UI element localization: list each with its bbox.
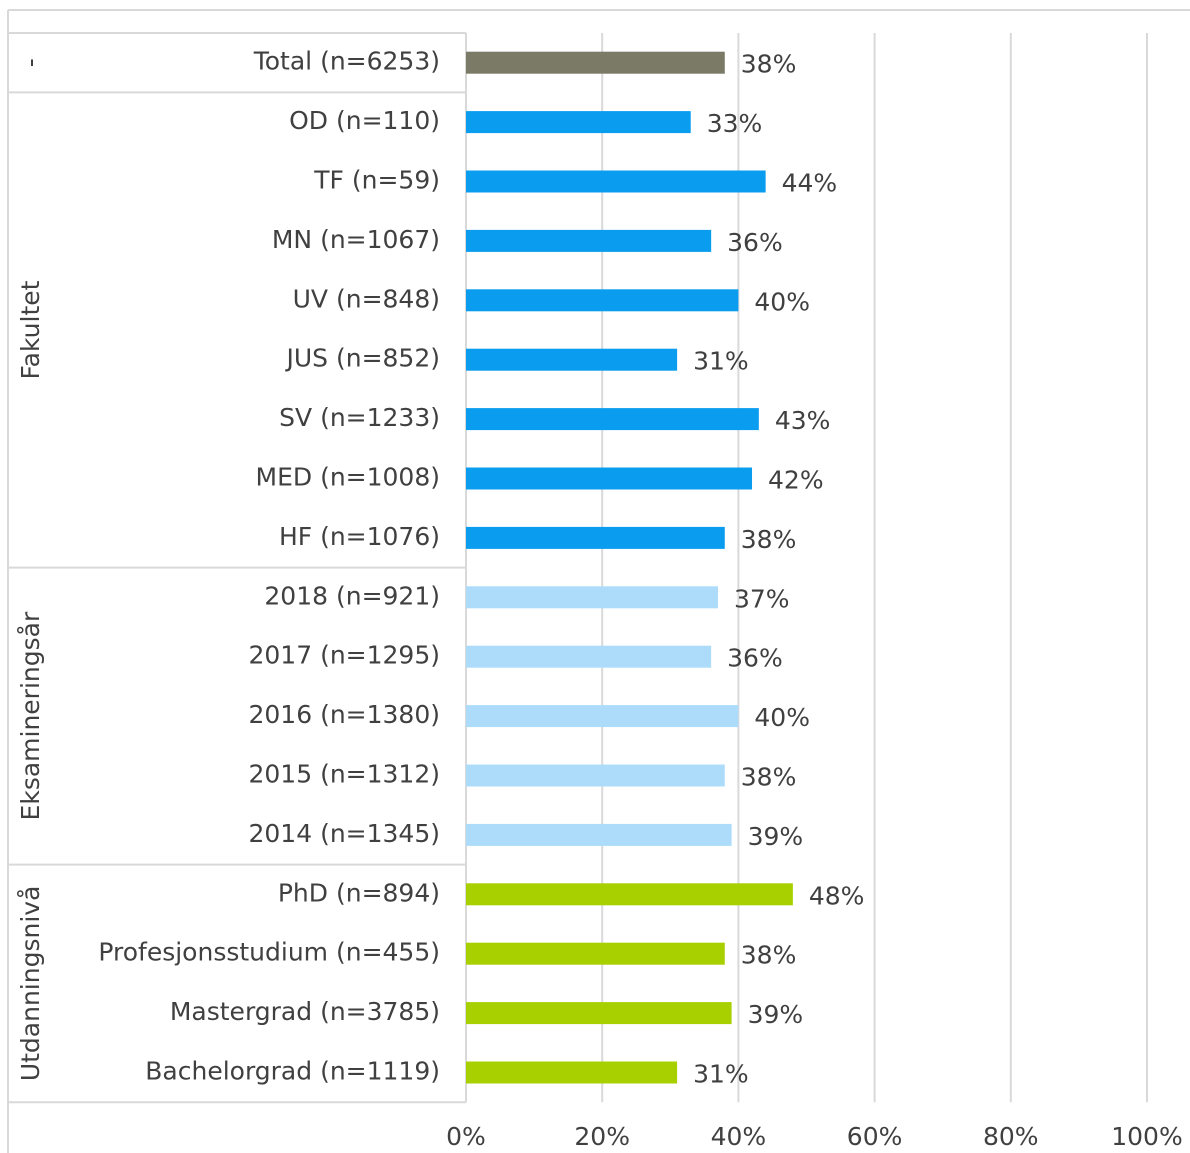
bar bbox=[466, 645, 712, 668]
bar bbox=[466, 1061, 678, 1084]
data-label: 44% bbox=[782, 169, 838, 198]
bar bbox=[466, 764, 725, 787]
data-label: 39% bbox=[748, 1000, 804, 1029]
data-label: 40% bbox=[754, 287, 810, 316]
y-tick-label: 2018 (n=921) bbox=[264, 581, 440, 610]
data-label: 38% bbox=[741, 525, 797, 554]
data-label: 42% bbox=[768, 466, 824, 495]
group-label: Fakultet bbox=[16, 280, 45, 379]
data-label: 40% bbox=[754, 703, 810, 732]
data-label: 36% bbox=[727, 228, 783, 257]
data-label: 38% bbox=[741, 941, 797, 970]
y-tick-label: UV (n=848) bbox=[293, 284, 440, 313]
data-label: 37% bbox=[734, 584, 790, 613]
y-tick-label: 2015 (n=1312) bbox=[249, 760, 441, 789]
bar bbox=[466, 111, 691, 134]
bar bbox=[466, 229, 712, 252]
group-label: - bbox=[16, 58, 45, 67]
bar bbox=[466, 289, 739, 312]
y-tick-label: TF (n=59) bbox=[313, 166, 440, 195]
x-tick-label: 20% bbox=[574, 1122, 630, 1151]
group-label: Utdanningsnivå bbox=[16, 886, 45, 1082]
y-tick-label: HF (n=1076) bbox=[279, 522, 440, 551]
x-tick-label: 0% bbox=[446, 1122, 486, 1151]
y-tick-label: Mastergrad (n=3785) bbox=[170, 997, 440, 1026]
data-label: 43% bbox=[775, 406, 831, 435]
x-tick-label: 80% bbox=[983, 1122, 1039, 1151]
bar bbox=[466, 348, 678, 371]
y-tick-label: 2014 (n=1345) bbox=[249, 819, 441, 848]
data-label: 36% bbox=[727, 644, 783, 673]
x-tick-label: 40% bbox=[711, 1122, 767, 1151]
y-tick-label: MED (n=1008) bbox=[256, 463, 441, 492]
bar bbox=[466, 586, 718, 609]
y-tick-label: Profesjonsstudium (n=455) bbox=[98, 938, 440, 967]
data-label: 33% bbox=[707, 109, 763, 138]
y-tick-label: 2016 (n=1380) bbox=[249, 700, 441, 729]
x-tick-label: 60% bbox=[847, 1122, 903, 1151]
x-tick-label: 100% bbox=[1111, 1122, 1182, 1151]
bar bbox=[466, 408, 759, 431]
bar bbox=[466, 883, 793, 906]
y-tick-label: 2017 (n=1295) bbox=[249, 641, 441, 670]
y-tick-label: SV (n=1233) bbox=[279, 403, 440, 432]
data-label: 31% bbox=[693, 347, 749, 376]
data-label: 38% bbox=[741, 50, 797, 79]
group-label: Eksamineringsår bbox=[16, 611, 45, 820]
bar bbox=[466, 526, 725, 549]
data-label: 31% bbox=[693, 1060, 749, 1089]
data-label: 48% bbox=[809, 881, 865, 910]
bar bbox=[466, 823, 732, 846]
bar bbox=[466, 467, 753, 490]
bar bbox=[466, 705, 739, 728]
bar bbox=[466, 1002, 732, 1025]
bar bbox=[466, 51, 725, 74]
y-tick-label: OD (n=110) bbox=[289, 106, 440, 135]
bar bbox=[466, 170, 766, 193]
data-label: 39% bbox=[748, 822, 804, 851]
y-tick-label: PhD (n=894) bbox=[278, 878, 440, 907]
y-tick-label: Total (n=6253) bbox=[253, 47, 440, 76]
data-label: 38% bbox=[741, 763, 797, 792]
bar bbox=[466, 942, 725, 965]
y-tick-label: JUS (n=852) bbox=[284, 344, 440, 373]
y-tick-label: Bachelorgrad (n=1119) bbox=[145, 1057, 440, 1086]
y-tick-label: MN (n=1067) bbox=[272, 225, 440, 254]
